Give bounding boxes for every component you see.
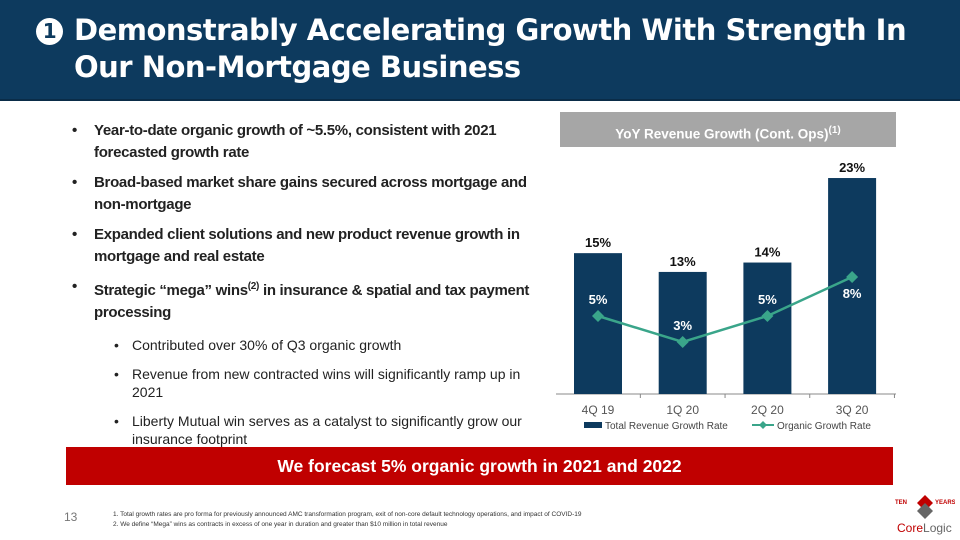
legend-bar-swatch [584,422,602,428]
bar [574,253,622,394]
forecast-banner: We forecast 5% organic growth in 2021 an… [66,447,893,485]
legend-label: Organic Growth Rate [777,421,871,432]
bar-label: 13% [670,254,696,269]
bar-label: 15% [585,235,611,250]
bullet-list: Year-to-date organic growth of ~5.5%, co… [72,120,542,459]
x-tick-label: 2Q 20 [751,403,784,417]
svg-text:YEARS: YEARS [935,500,955,506]
revenue-growth-chart: 15% 4Q 19 13% 1Q 20 14% 2Q 20 23% 3Q 20 5% 3% 5% 8%… [556,160,896,432]
bar-label: 14% [754,245,780,260]
line-marker [676,336,689,348]
bar [743,262,792,394]
footnote: 2. We define “Mega” wins as contracts in… [113,521,448,528]
line-marker [846,271,859,283]
bar-label: 23% [839,160,865,175]
circled-number-one-icon: 1 [36,18,63,45]
line-label: 8% [843,286,862,301]
line-marker [592,310,604,322]
line-label: 5% [589,292,608,307]
title-bar: 1 Demonstrably Accelerating Growth With S… [0,0,960,101]
page-number: 13 [64,510,78,524]
slide-title: 1 Demonstrably Accelerating Growth With S… [36,12,934,86]
legend-label: Total Revenue Growth Rate [605,421,728,432]
bar [828,178,877,394]
bar [658,271,707,394]
svg-text:CoreLogic: CoreLogic [897,521,952,535]
line-label: 3% [673,318,692,333]
footnote: 1. Total growth rates are pro forma for … [113,511,582,518]
x-tick-label: 4Q 19 [582,403,615,417]
legend-line-marker [759,421,767,429]
sub-bullet: Liberty Mutual win serves as a catalyst … [114,412,542,448]
svg-text:TEN: TEN [895,500,907,506]
organic-growth-line [597,275,853,344]
bullet: Expanded client solutions and new produc… [72,224,542,268]
x-tick-label: 1Q 20 [666,403,699,417]
sub-bullet: Contributed over 30% of Q3 organic growt… [114,336,542,354]
bullet: Broad-based market share gains secured a… [72,172,542,216]
bullet: Year-to-date organic growth of ~5.5%, co… [72,120,542,164]
sub-bullet: Revenue from new contracted wins will si… [114,365,542,401]
line-marker [761,310,774,322]
bullet: Strategic “mega” wins(2) in insurance & … [72,276,542,324]
line-label: 5% [758,292,777,307]
chart-title: YoY Revenue Growth (Cont. Ops)(1) [560,112,896,147]
corelogic-logo: TEN YEARS CoreLogic [895,495,955,535]
x-tick-label: 3Q 20 [836,403,869,417]
